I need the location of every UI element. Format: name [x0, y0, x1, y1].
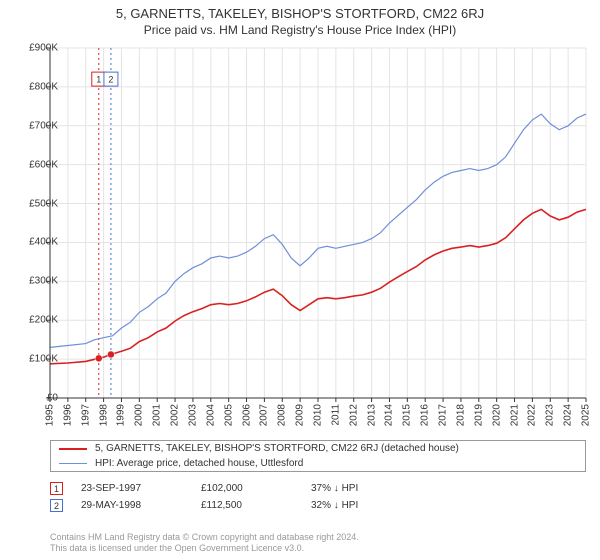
y-tick-label: £200K	[8, 315, 58, 326]
x-tick-label: 1995	[45, 404, 56, 426]
x-tick-label: 2003	[187, 404, 198, 426]
chart-title: 5, GARNETTS, TAKELEY, BISHOP'S STORTFORD…	[0, 0, 600, 21]
event-marker: 2	[50, 499, 63, 512]
x-tick-label: 2011	[330, 404, 341, 426]
legend-item: 5, GARNETTS, TAKELEY, BISHOP'S STORTFORD…	[51, 441, 585, 456]
event-row: 1 23-SEP-1997£102,00037% ↓ HPI	[50, 480, 586, 497]
events-table: 1 23-SEP-1997£102,00037% ↓ HPI 2 29-MAY-199…	[50, 480, 586, 514]
chart-subtitle: Price paid vs. HM Land Registry's House …	[0, 21, 600, 41]
y-tick-label: £700K	[8, 120, 58, 131]
svg-text:2: 2	[108, 75, 113, 85]
x-tick-label: 2004	[205, 404, 216, 426]
event-marker: 1	[50, 482, 63, 495]
attribution-footer: Contains HM Land Registry data © Crown c…	[50, 532, 586, 555]
event-date: 29-MAY-1998	[81, 500, 201, 511]
legend-box: 5, GARNETTS, TAKELEY, BISHOP'S STORTFORD…	[50, 440, 586, 472]
event-price: £112,500	[201, 500, 311, 511]
x-tick-label: 2017	[438, 404, 449, 426]
y-tick-label: £800K	[8, 81, 58, 92]
line-chart-svg: 12	[50, 48, 586, 398]
x-tick-label: 2013	[366, 404, 377, 426]
x-tick-label: 2025	[581, 404, 592, 426]
x-tick-label: 1997	[80, 404, 91, 426]
x-tick-label: 2023	[545, 404, 556, 426]
x-tick-label: 2007	[259, 404, 270, 426]
x-tick-label: 2008	[277, 404, 288, 426]
x-tick-label: 1999	[116, 404, 127, 426]
x-tick-label: 2006	[241, 404, 252, 426]
event-delta: 32% ↓ HPI	[311, 500, 421, 511]
x-tick-label: 1996	[62, 404, 73, 426]
legend-label: HPI: Average price, detached house, Uttl…	[95, 458, 303, 469]
plot-area: 12	[50, 48, 586, 398]
x-tick-label: 2010	[313, 404, 324, 426]
event-row: 2 29-MAY-1998£112,50032% ↓ HPI	[50, 497, 586, 514]
x-tick-label: 2000	[134, 404, 145, 426]
y-tick-label: £0	[8, 393, 58, 404]
legend-label: 5, GARNETTS, TAKELEY, BISHOP'S STORTFORD…	[95, 443, 459, 454]
legend-swatch	[59, 448, 87, 450]
x-tick-label: 2009	[295, 404, 306, 426]
y-tick-label: £400K	[8, 237, 58, 248]
y-tick-label: £600K	[8, 159, 58, 170]
event-price: £102,000	[201, 483, 311, 494]
x-tick-label: 2019	[473, 404, 484, 426]
x-tick-label: 2014	[384, 404, 395, 426]
x-tick-label: 2001	[152, 404, 163, 426]
y-tick-label: £900K	[8, 43, 58, 54]
x-tick-label: 2002	[170, 404, 181, 426]
x-tick-label: 2015	[402, 404, 413, 426]
x-tick-label: 2021	[509, 404, 520, 426]
x-tick-label: 2020	[491, 404, 502, 426]
svg-text:1: 1	[96, 75, 101, 85]
chart-container: 5, GARNETTS, TAKELEY, BISHOP'S STORTFORD…	[0, 0, 600, 560]
x-tick-label: 2022	[527, 404, 538, 426]
y-tick-label: £300K	[8, 276, 58, 287]
x-tick-label: 2018	[455, 404, 466, 426]
x-tick-label: 2012	[348, 404, 359, 426]
legend-item: HPI: Average price, detached house, Uttl…	[51, 456, 585, 471]
x-tick-label: 1998	[98, 404, 109, 426]
y-tick-label: £100K	[8, 354, 58, 365]
footer-line-1: Contains HM Land Registry data © Crown c…	[50, 532, 586, 543]
event-date: 23-SEP-1997	[81, 483, 201, 494]
x-tick-label: 2016	[420, 404, 431, 426]
x-tick-label: 2024	[563, 404, 574, 426]
x-tick-label: 2005	[223, 404, 234, 426]
event-delta: 37% ↓ HPI	[311, 483, 421, 494]
legend-swatch	[59, 463, 87, 464]
footer-line-2: This data is licensed under the Open Gov…	[50, 543, 586, 554]
y-tick-label: £500K	[8, 198, 58, 209]
